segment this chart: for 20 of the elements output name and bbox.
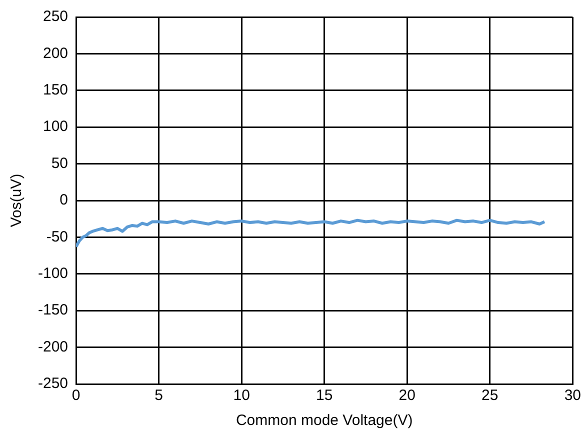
y-tick-label: -50 [46,228,68,246]
y-tick-label: 100 [42,118,68,136]
x-tick-label: 30 [564,387,581,404]
y-tick-label: -100 [38,265,68,282]
x-tick-label: 20 [398,387,416,404]
y-axis-title: Vos(uV) [8,174,26,228]
x-tick-label: 5 [154,387,163,404]
y-tick-label: 0 [60,192,68,209]
y-tick-label: 250 [42,8,68,26]
y-tick-label: 50 [51,154,68,172]
x-tick-label: 25 [482,387,498,404]
y-tick-label: 200 [42,44,68,62]
x-tick-label: 15 [316,387,333,404]
y-tick-label: -150 [38,302,68,319]
x-axis-title: Common mode Voltage(V) [236,412,413,430]
y-tick-label: 150 [42,82,68,99]
y-tick-label: -200 [38,338,68,356]
y-tick-label: -250 [38,375,68,392]
x-tick-label: 10 [233,387,250,404]
x-tick-label: 0 [72,387,80,404]
